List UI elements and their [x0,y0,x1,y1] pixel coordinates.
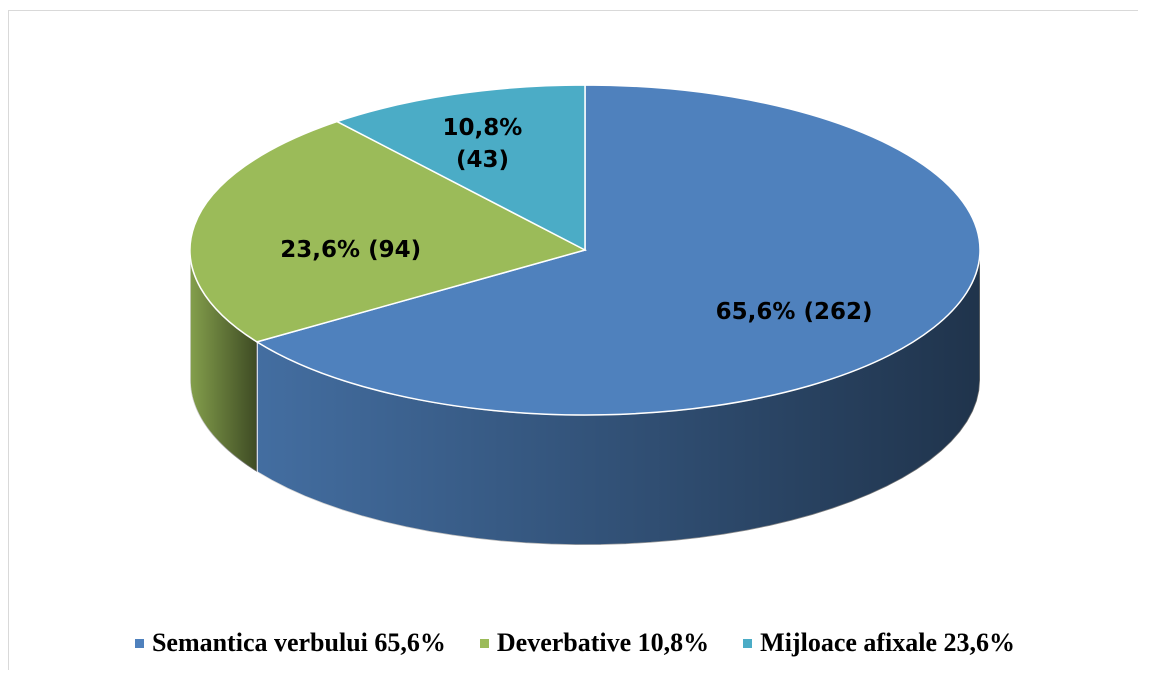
legend-label: Semantica verbului 65,6% [151,628,446,657]
data-label: 10,8% (43) [442,114,523,173]
slice-side-shade [256,250,980,545]
legend-label: Deverbative 10,8% [496,628,710,657]
legend-swatch [134,638,144,648]
slice-side-shade [190,250,257,472]
chart-frame [8,10,1138,670]
slice [335,84,586,252]
data-label: 23,6% (94) [280,237,422,264]
legend-label: Mijloace afixale 23,6% [760,628,1016,657]
slice [189,120,588,343]
legend-item: Semantica verbului 65,6% [134,628,446,658]
legend-swatch [743,638,753,648]
data-label: 65,6% (262) [715,298,873,325]
legend-item: Mijloace afixale 23,6% [743,628,1015,658]
legend-swatch [479,638,489,648]
slice [255,84,981,416]
legend: Semantica verbului 65,6% Deverbative 10,8… [0,628,1150,658]
legend-item: Deverbative 10,8% [479,628,710,658]
